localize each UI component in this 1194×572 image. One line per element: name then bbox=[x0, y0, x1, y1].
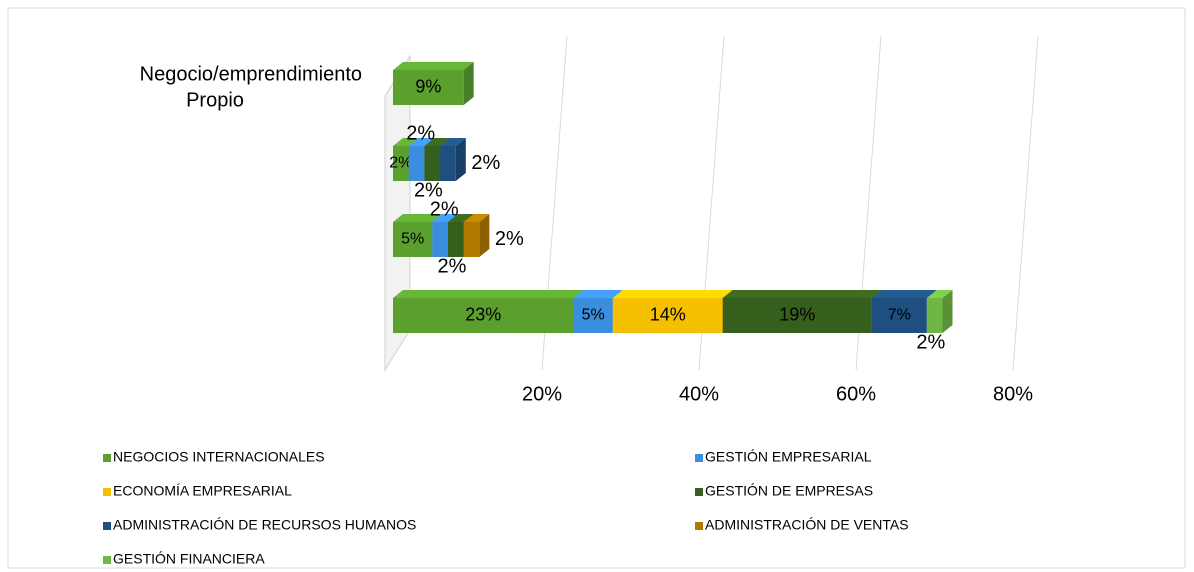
legend-label: GESTIÓN FINANCIERA bbox=[113, 551, 265, 567]
legend-label: GESTIÓN DE EMPRESAS bbox=[705, 483, 873, 499]
bar bbox=[393, 146, 409, 181]
bar-top bbox=[393, 214, 443, 222]
bar-top bbox=[612, 290, 733, 298]
data-label: 2% bbox=[495, 228, 524, 250]
bar bbox=[393, 70, 464, 105]
data-label: 5% bbox=[582, 307, 605, 324]
bar-top bbox=[393, 290, 584, 298]
data-label: 14% bbox=[650, 304, 686, 324]
data-label: 2% bbox=[406, 122, 435, 144]
bar-top bbox=[926, 290, 953, 298]
legend-label: ADMINISTRACIÓN DE RECURSOS HUMANOS bbox=[113, 517, 416, 533]
bar-top bbox=[432, 214, 458, 222]
x-tick-label: 20% bbox=[522, 383, 562, 405]
data-label: 7% bbox=[888, 307, 911, 324]
bar-top bbox=[871, 290, 937, 298]
legend-swatch bbox=[695, 454, 703, 462]
bar bbox=[440, 146, 456, 181]
bar bbox=[926, 298, 943, 333]
legend-swatch bbox=[103, 556, 111, 564]
bar bbox=[722, 298, 872, 333]
bar bbox=[432, 222, 448, 257]
bar-top bbox=[393, 138, 419, 146]
bar bbox=[612, 298, 723, 333]
data-label: 5% bbox=[401, 231, 424, 248]
data-label: 19% bbox=[779, 304, 815, 324]
legend-label: NEGOCIOS INTERNACIONALES bbox=[113, 449, 325, 465]
chart-frame bbox=[7, 7, 1186, 569]
data-label: 2% bbox=[389, 155, 412, 172]
bar-top bbox=[440, 138, 466, 146]
bar bbox=[573, 298, 613, 333]
data-label: 2% bbox=[437, 255, 466, 277]
category-label-line: Negocio/emprendimiento bbox=[140, 64, 362, 86]
bar-top bbox=[393, 62, 474, 70]
data-label: 2% bbox=[916, 331, 945, 353]
data-label: 23% bbox=[465, 304, 501, 324]
legend-swatch bbox=[103, 488, 111, 496]
bar bbox=[447, 222, 464, 257]
bar-top bbox=[447, 214, 474, 222]
bar bbox=[424, 146, 441, 181]
data-label: 2% bbox=[471, 152, 500, 174]
bar bbox=[871, 298, 927, 333]
legend-label: GESTIÓN EMPRESARIAL bbox=[705, 449, 872, 465]
legend-swatch bbox=[103, 522, 111, 530]
x-tick-label: 80% bbox=[993, 383, 1033, 405]
x-tick-label: 40% bbox=[679, 383, 719, 405]
data-label: 9% bbox=[415, 76, 441, 96]
legend-swatch bbox=[695, 488, 703, 496]
bar bbox=[393, 298, 574, 333]
bar bbox=[463, 222, 480, 257]
grid-line bbox=[1012, 35, 1039, 371]
bar-top bbox=[722, 290, 882, 298]
x-tick-label: 60% bbox=[836, 383, 876, 405]
bar-top bbox=[573, 290, 623, 298]
bar-side bbox=[942, 290, 953, 333]
bar-top bbox=[408, 138, 435, 146]
bar-side bbox=[479, 214, 490, 257]
category-label: Negocio/emprendimiento Propio bbox=[140, 64, 362, 112]
bar-side bbox=[455, 138, 466, 181]
data-label: 2% bbox=[414, 179, 443, 201]
legend-label: ECONOMÍA EMPRESARIAL bbox=[113, 483, 292, 499]
bar bbox=[393, 222, 433, 257]
bar-top bbox=[424, 138, 451, 146]
legend-swatch bbox=[695, 522, 703, 530]
data-label: 2% bbox=[430, 198, 459, 220]
legend-swatch bbox=[103, 454, 111, 462]
legend-label: ADMINISTRACIÓN DE VENTAS bbox=[705, 517, 909, 533]
bar bbox=[408, 146, 425, 181]
bar-top bbox=[463, 214, 490, 222]
bar-side bbox=[463, 62, 474, 105]
category-label-line: Propio bbox=[186, 90, 244, 112]
